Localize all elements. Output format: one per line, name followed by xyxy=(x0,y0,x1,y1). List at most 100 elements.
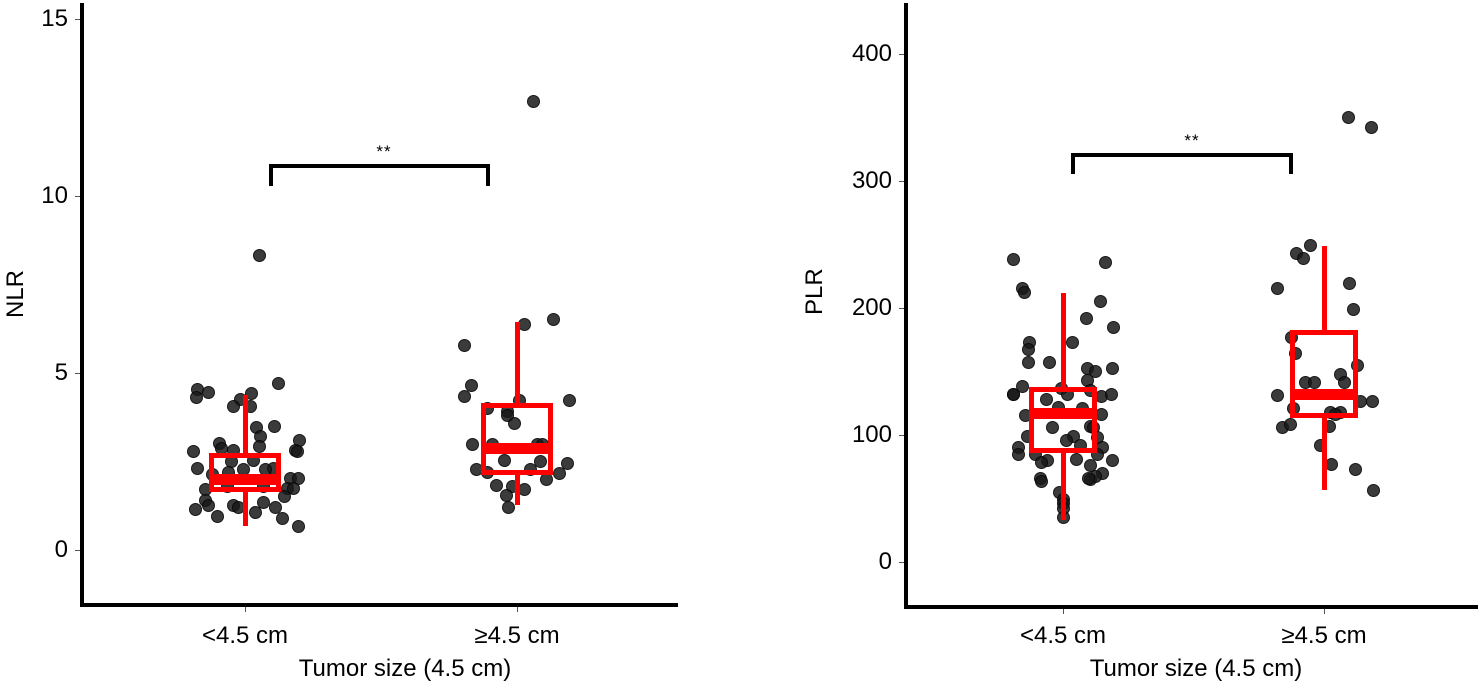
plr-data-point xyxy=(1106,320,1120,334)
plr-y-tick-label: 300 xyxy=(851,167,892,194)
nlr-data-point xyxy=(507,417,521,431)
nlr-y-tick-label: 0 xyxy=(54,536,68,563)
nlr-data-point xyxy=(552,467,566,481)
nlr-data-point xyxy=(457,389,471,403)
plr-data-point xyxy=(1283,418,1297,432)
plr-data-point xyxy=(1079,311,1093,325)
nlr-y-tick-label: 10 xyxy=(41,182,68,209)
nlr-data-point xyxy=(226,400,240,414)
plr-data-point xyxy=(1006,387,1020,401)
plr-significance-bracket-left xyxy=(1071,153,1075,174)
nlr-data-point xyxy=(465,437,479,451)
plr-x-tick-label: <4.5 cm xyxy=(1019,622,1107,649)
plr-data-point xyxy=(1348,462,1362,476)
nlr-data-point xyxy=(277,490,291,504)
plr-data-point xyxy=(1365,395,1379,409)
plr-x-tick xyxy=(1063,609,1064,614)
nlr-significance-label: ** xyxy=(376,142,392,161)
nlr-data-point xyxy=(268,501,282,515)
nlr-data-point xyxy=(286,481,300,495)
nlr-y-tick xyxy=(75,19,80,20)
nlr-data-point xyxy=(560,457,574,471)
nlr-data-point xyxy=(497,453,511,467)
plr-median-line xyxy=(1029,407,1097,419)
plr-y-tick-label: 100 xyxy=(851,421,892,448)
nlr-median-line xyxy=(209,474,281,486)
plr-y-axis-title: PLR xyxy=(801,268,828,315)
nlr-data-point xyxy=(489,479,503,493)
nlr-significance-bracket-right xyxy=(486,164,490,186)
nlr-data-point xyxy=(201,498,215,512)
nlr-x-tick-label: <4.5 cm xyxy=(201,622,289,649)
nlr-x-tick xyxy=(245,607,246,612)
plr-data-point xyxy=(1364,121,1378,135)
nlr-data-point xyxy=(271,377,285,391)
plr-significance-bracket xyxy=(1071,153,1293,157)
plr-data-point xyxy=(1270,389,1284,403)
plr-data-point xyxy=(1341,111,1355,124)
plr-y-tick xyxy=(899,181,904,182)
nlr-data-point xyxy=(210,509,224,523)
nlr-iqr-box xyxy=(209,453,281,492)
plr-significance-bracket-right xyxy=(1289,153,1293,174)
nlr-data-point xyxy=(533,455,547,469)
plr-data-point xyxy=(1034,475,1048,489)
plr-x-tick xyxy=(1324,609,1325,614)
nlr-x-axis-title: Tumor size (4.5 cm) xyxy=(298,655,512,682)
plr-y-tick xyxy=(899,308,904,309)
plr-whisker-lower xyxy=(1321,418,1327,490)
nlr-x-tick-label: ≥4.5 cm xyxy=(474,622,560,649)
plr-y-tick-label: 0 xyxy=(878,548,892,575)
plr-data-point xyxy=(1346,302,1360,316)
plr-y-tick xyxy=(899,435,904,436)
plr-data-point xyxy=(1270,282,1284,296)
plr-y-tick-label: 400 xyxy=(851,40,892,67)
plr-y-tick xyxy=(899,562,904,563)
plr-data-point xyxy=(1042,356,1056,370)
plr-data-point xyxy=(1021,356,1035,370)
nlr-data-point xyxy=(267,419,281,433)
nlr-data-point xyxy=(248,505,262,519)
plr-whisker-upper xyxy=(1060,292,1066,387)
plr-data-point xyxy=(1065,335,1079,349)
plr-data-point xyxy=(1021,343,1035,357)
nlr-data-point xyxy=(457,338,471,352)
plr-whisker-lower xyxy=(1060,452,1066,521)
nlr-whisker-lower xyxy=(242,491,248,526)
plr-whisker-upper xyxy=(1321,245,1327,330)
nlr-whisker-lower xyxy=(514,474,520,506)
plr-iqr-box xyxy=(1290,329,1358,419)
nlr-data-point xyxy=(275,512,289,526)
nlr-data-point xyxy=(252,249,266,263)
nlr-significance-bracket-left xyxy=(269,164,273,186)
plr-y-tick-label: 200 xyxy=(851,294,892,321)
plr-median-line xyxy=(1290,388,1358,400)
plr-x-axis xyxy=(904,605,1478,609)
nlr-significance-bracket xyxy=(269,164,490,168)
nlr-y-tick xyxy=(75,373,80,374)
nlr-whisker-upper xyxy=(514,322,520,404)
plr-data-point xyxy=(1342,277,1356,291)
nlr-data-point xyxy=(562,394,576,408)
nlr-y-tick-label: 15 xyxy=(41,5,68,32)
plr-data-point xyxy=(1059,433,1073,447)
nlr-data-point xyxy=(189,390,203,404)
plr-iqr-box xyxy=(1029,386,1097,453)
nlr-data-point xyxy=(290,445,304,459)
nlr-data-point xyxy=(256,496,270,510)
plr-x-tick-label: ≥4.5 cm xyxy=(1281,622,1367,649)
plr-y-tick xyxy=(899,54,904,55)
plr-data-point xyxy=(1011,447,1025,461)
nlr-y-axis xyxy=(80,3,84,607)
plr-data-point xyxy=(1034,456,1048,470)
nlr-y-tick xyxy=(75,550,80,551)
plr-data-point xyxy=(1098,255,1112,269)
plr-data-point xyxy=(1045,420,1059,434)
plr-data-point xyxy=(1105,453,1119,467)
plr-data-point xyxy=(1104,387,1118,401)
plr-data-point xyxy=(1296,251,1310,265)
plr-data-point xyxy=(1015,380,1029,394)
plr-data-point xyxy=(1105,362,1119,376)
nlr-data-point xyxy=(201,386,215,400)
